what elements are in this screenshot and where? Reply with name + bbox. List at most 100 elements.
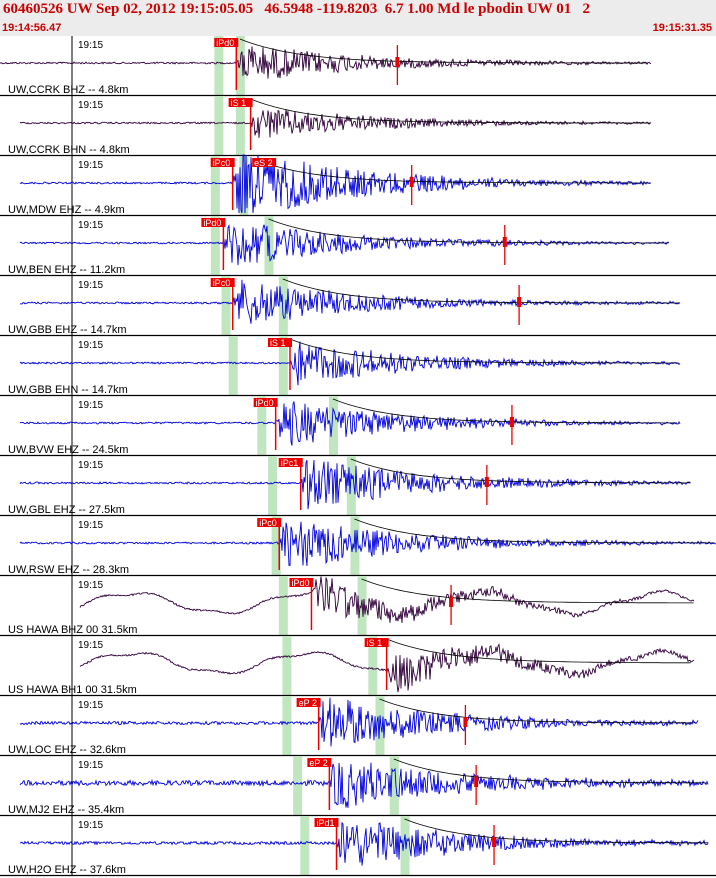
waveform-trace [19, 109, 652, 138]
arrival-window [210, 156, 220, 216]
arrival-window [328, 396, 338, 456]
pick-label-box [289, 578, 314, 587]
pick-label: iPc1 [281, 458, 299, 468]
arrival-window [214, 36, 224, 96]
channel-label: UW,BEN EHZ -- 11.2km [8, 264, 125, 276]
arrival-window [228, 336, 238, 396]
coda-curve [350, 458, 691, 484]
seismogram-panel[interactable]: 19:15 iPd0 UW,CCRK BHZ -- 4.8km 19:15 iS 1 UW… [0, 36, 716, 878]
arrival-window [235, 96, 245, 156]
pick-label-box [252, 158, 277, 167]
tick-label: 19:15 [78, 820, 103, 831]
waveform-trace [19, 762, 709, 808]
tick-label: 19:15 [78, 460, 103, 471]
channel-label: UW,MDW EHZ -- 4.9km [8, 204, 125, 216]
event-title: 60460526 UW Sep 02, 2012 19:15:05.05 46.… [3, 1, 590, 17]
waveform-trace [19, 154, 652, 214]
amplitude-box [449, 597, 454, 607]
arrival-window [389, 756, 399, 816]
waveform-trace [19, 697, 699, 747]
waveform-trace [19, 521, 716, 566]
waveform-trace [19, 223, 670, 266]
pick-label: iS 1 [270, 338, 286, 348]
coda-curve [289, 338, 678, 364]
arrival-window [282, 636, 292, 696]
coda-curve [254, 158, 651, 184]
pick-label-box [228, 98, 253, 107]
channel-label: US HAWA BHZ 00 31.5km [8, 624, 137, 636]
amplitude-box [484, 477, 489, 487]
pick-label-box [307, 758, 332, 767]
coda-curve [386, 638, 691, 664]
window-start-time: 19:14:56.47 [2, 22, 62, 34]
coda-curve [239, 38, 648, 64]
arrival-window [278, 576, 288, 636]
pick-label: iPc0 [213, 278, 231, 288]
pick-label: iPd0 [216, 38, 234, 48]
arrival-window [210, 216, 220, 276]
tick-label: 19:15 [78, 520, 103, 531]
channel-label: UW,LOC EHZ -- 32.6km [8, 744, 126, 756]
pick-label: eS 2 [254, 158, 273, 168]
channel-label: UW,MJ2 EHZ -- 35.4km [8, 804, 124, 816]
waveform-trace [19, 459, 691, 510]
pick-label: iS 1 [231, 98, 247, 108]
channel-label: UW,CCRK BHN -- 4.8km [8, 144, 130, 156]
arrival-window [271, 516, 281, 576]
waveform-trace [79, 576, 695, 623]
pick-label-box [214, 38, 239, 47]
tick-label: 19:15 [78, 160, 103, 171]
amplitude-box [395, 57, 400, 67]
waveform-trace [19, 821, 709, 866]
coda-curve [282, 278, 679, 304]
arrival-window [221, 276, 231, 336]
amplitude-box [463, 717, 468, 727]
channel-label: US HAWA BH1 00 31.5km [8, 684, 137, 696]
pick-label: iPc0 [259, 518, 277, 528]
arrival-window [268, 456, 278, 516]
amplitude-box [492, 837, 497, 847]
tick-label: 19:15 [78, 400, 103, 411]
arrival-window [300, 816, 310, 876]
amplitude-box [502, 237, 507, 247]
channel-label: UW,GBB EHN -- 14.7km [8, 384, 128, 396]
pick-label: iPc0 [213, 158, 231, 168]
pick-label: iS 1 [367, 638, 383, 648]
arrival-window [278, 336, 288, 396]
channel-label: UW,CCRK BHZ -- 4.8km [8, 84, 128, 96]
tick-label: 19:15 [78, 700, 103, 711]
arrival-window [350, 516, 360, 576]
coda-curve [250, 98, 651, 124]
channel-label: UW,RSW EHZ -- 28.3km [8, 564, 129, 576]
channel-label: UW,BVW EHZ -- 24.5km [8, 444, 128, 456]
pick-label: eP 2 [309, 758, 327, 768]
header-bar: 60460526 UW Sep 02, 2012 19:15:05.05 46.… [0, 0, 716, 36]
coda-curve [379, 698, 696, 724]
pick-label: iPd0 [203, 218, 221, 228]
pick-label-box [257, 518, 282, 527]
coda-curve [404, 818, 709, 844]
waveform-trace [19, 279, 681, 324]
waveform-trace [0, 46, 652, 79]
pick-label-box [253, 398, 278, 407]
pick-label-box [314, 818, 339, 827]
pick-label-box [210, 158, 235, 167]
arrival-window [214, 96, 224, 156]
coda-curve [361, 578, 694, 604]
channel-label: UW,GBL EHZ -- 27.5km [8, 504, 125, 516]
coda-curve [354, 518, 715, 544]
pick-label-box [201, 218, 226, 227]
channel-label: UW,GBB EHZ -- 14.7km [8, 324, 127, 336]
amplitude-box [474, 777, 479, 787]
pick-label: iPd0 [256, 398, 274, 408]
window-end-time: 19:15:31.35 [652, 22, 712, 34]
amplitude-box [509, 417, 514, 427]
pick-label-box [364, 638, 389, 647]
pick-label-box [296, 698, 321, 707]
tick-label: 19:15 [78, 760, 103, 771]
amplitude-box [517, 297, 522, 307]
tick-label: 19:15 [78, 220, 103, 231]
pick-label-box [278, 458, 303, 467]
coda-curve [268, 218, 669, 244]
arrival-window [239, 156, 249, 216]
